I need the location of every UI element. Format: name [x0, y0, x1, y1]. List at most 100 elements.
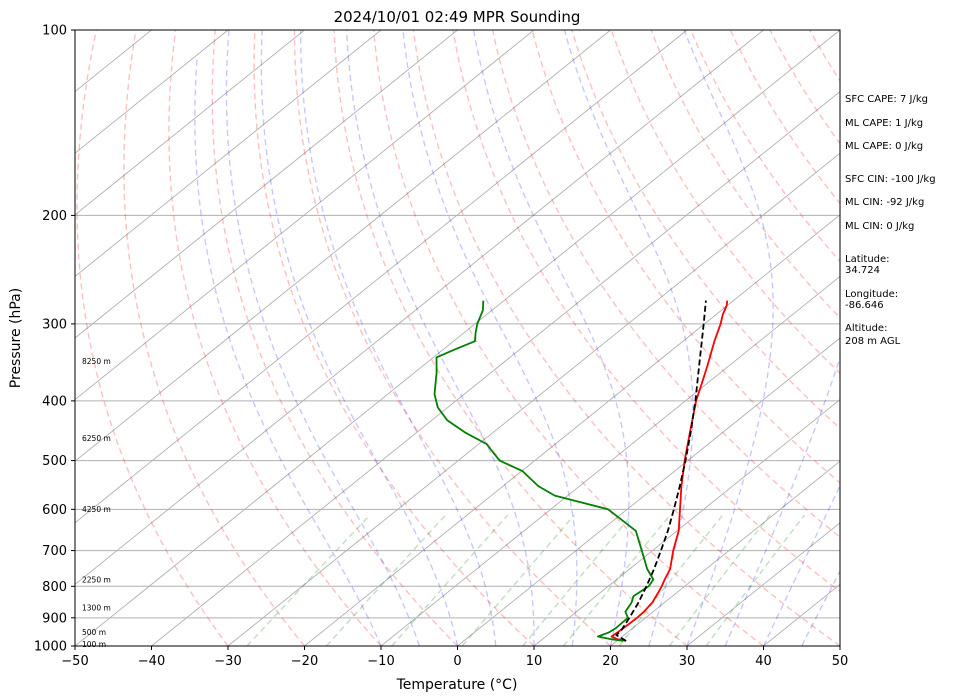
moist-adiabat-line — [683, 30, 774, 646]
y-tick-label: 400 — [42, 394, 67, 409]
y-tick-label: 1000 — [34, 640, 67, 655]
dry-adiabat-line — [123, 30, 306, 646]
mixing-ratio-line — [668, 514, 771, 646]
dry-adiabat-line — [373, 30, 764, 646]
y-tick-label: 600 — [42, 503, 67, 518]
moist-adiabat-line — [563, 30, 694, 646]
parameter-text: ML CAPE: 1 J/kg — [845, 118, 923, 129]
dry-adiabat-line — [168, 30, 382, 646]
isotherm-line — [75, 30, 305, 216]
sounding-profiles — [433, 300, 729, 642]
x-tick-label: 10 — [526, 654, 543, 669]
dry-adiabat-line — [253, 30, 535, 646]
mixing-ratio-line — [618, 514, 724, 646]
moist-adiabat-line — [762, 484, 840, 646]
isotherm-line — [75, 30, 229, 154]
isotherm-line — [151, 91, 840, 646]
dry-adiabat-line — [491, 30, 840, 538]
dry-adiabat-line — [211, 30, 458, 646]
moist-adiabat-line — [346, 30, 535, 646]
moist-adiabat-line — [260, 30, 459, 646]
y-tick-label: 500 — [42, 454, 67, 469]
moist-adiabat-line — [300, 30, 497, 646]
parameter-text: ML CAPE: 0 J/kg — [845, 141, 923, 152]
x-tick-label: −40 — [138, 654, 165, 669]
dewpoint-line — [433, 300, 655, 642]
background-lines — [75, 30, 840, 646]
dry-adiabat-line — [333, 30, 688, 646]
dry-adiabat-line — [690, 30, 840, 263]
parameter-text: ML CIN: 0 J/kg — [845, 221, 914, 232]
x-tick-label: 40 — [755, 654, 772, 669]
x-tick-label: −10 — [367, 654, 394, 669]
isotherm-line — [686, 522, 840, 646]
isotherm-line — [457, 337, 840, 646]
x-tick-label: 0 — [453, 654, 461, 669]
height-label: 500 m — [82, 628, 106, 637]
y-tick-label: 100 — [42, 24, 67, 39]
moist-adiabat-line — [472, 30, 630, 646]
height-label: 1300 m — [82, 604, 111, 613]
dry-adiabat-line — [610, 30, 840, 375]
x-tick-label: 30 — [679, 654, 696, 669]
moist-adiabat-line — [724, 355, 840, 646]
y-tick-label: 200 — [42, 209, 67, 224]
chart-title: 2024/10/01 02:49 MPR Sounding — [334, 8, 581, 26]
isotherm-line — [75, 30, 840, 646]
y-axis-label: Pressure (hPa) — [8, 288, 24, 388]
isotherm-line — [75, 30, 382, 277]
height-label: 2250 m — [82, 576, 111, 585]
dry-adiabat-line — [452, 30, 840, 593]
isotherm-line — [75, 30, 611, 462]
parameter-text: 208 m AGL — [845, 336, 901, 347]
parameter-text: -86.646 — [845, 300, 884, 311]
x-tick-label: −20 — [291, 654, 318, 669]
mixing-ratio-line — [246, 514, 371, 646]
moist-adiabat-line — [225, 30, 420, 646]
parameter-text: Altitude: — [845, 323, 887, 334]
mixing-ratio-line — [562, 514, 671, 646]
height-label: 8250 m — [82, 357, 111, 366]
dry-adiabat-line — [76, 30, 229, 646]
moist-adiabat-line — [194, 55, 382, 646]
dry-adiabat-line — [531, 30, 840, 484]
temperature-line — [610, 300, 729, 642]
mixing-ratio-line — [461, 514, 575, 646]
mixing-ratio-line — [705, 514, 805, 646]
isotherm-line — [75, 30, 688, 524]
dry-adiabat-line — [769, 30, 840, 145]
height-label: 4250 m — [82, 505, 111, 514]
parameter-text: SFC CAPE: 7 J/kg — [845, 94, 928, 105]
mixing-ratio-line — [391, 514, 509, 646]
axis-ticks: −50 −40 −30 −20 −10 0 10 20 30 40 50 100 200 300 400 50… — [34, 24, 848, 670]
x-tick-label: 50 — [832, 654, 849, 669]
parcel-line — [615, 300, 707, 642]
isotherm-line — [533, 399, 840, 646]
isotherm-line — [75, 30, 535, 401]
y-tick-label: 800 — [42, 580, 67, 595]
isotherm-line — [75, 30, 458, 339]
parameter-panel: SFC CAPE: 7 J/kg ML CAPE: 1 J/kg ML CAPE: … — [845, 94, 936, 347]
dry-adiabat-line — [571, 30, 840, 430]
dry-adiabat-line — [293, 30, 611, 646]
y-tick-label: 300 — [42, 317, 67, 332]
parameter-text: 34.724 — [845, 265, 880, 276]
x-axis-label: Temperature (°C) — [396, 677, 518, 693]
dry-adiabat-line — [412, 30, 840, 646]
isotherm-line — [304, 214, 840, 646]
parameter-text: Longitude: — [845, 289, 898, 300]
y-tick-label: 900 — [42, 611, 67, 626]
isotherm-line — [227, 152, 840, 646]
mixing-ratio-line — [522, 514, 633, 646]
parameter-text: SFC CIN: -100 J/kg — [845, 174, 936, 185]
x-tick-label: 20 — [602, 654, 619, 669]
parameter-text: Latitude: — [845, 254, 890, 265]
isotherm-line — [380, 275, 840, 646]
isotherm-line — [75, 30, 764, 585]
x-tick-label: −50 — [61, 654, 88, 669]
y-tick-label: 700 — [42, 544, 67, 559]
height-labels: 100 m 500 m 1300 m 2250 m 4250 m 6250 m 8250 m — [82, 357, 111, 649]
x-tick-label: −30 — [214, 654, 241, 669]
parameter-text: ML CIN: -92 J/kg — [845, 197, 924, 208]
